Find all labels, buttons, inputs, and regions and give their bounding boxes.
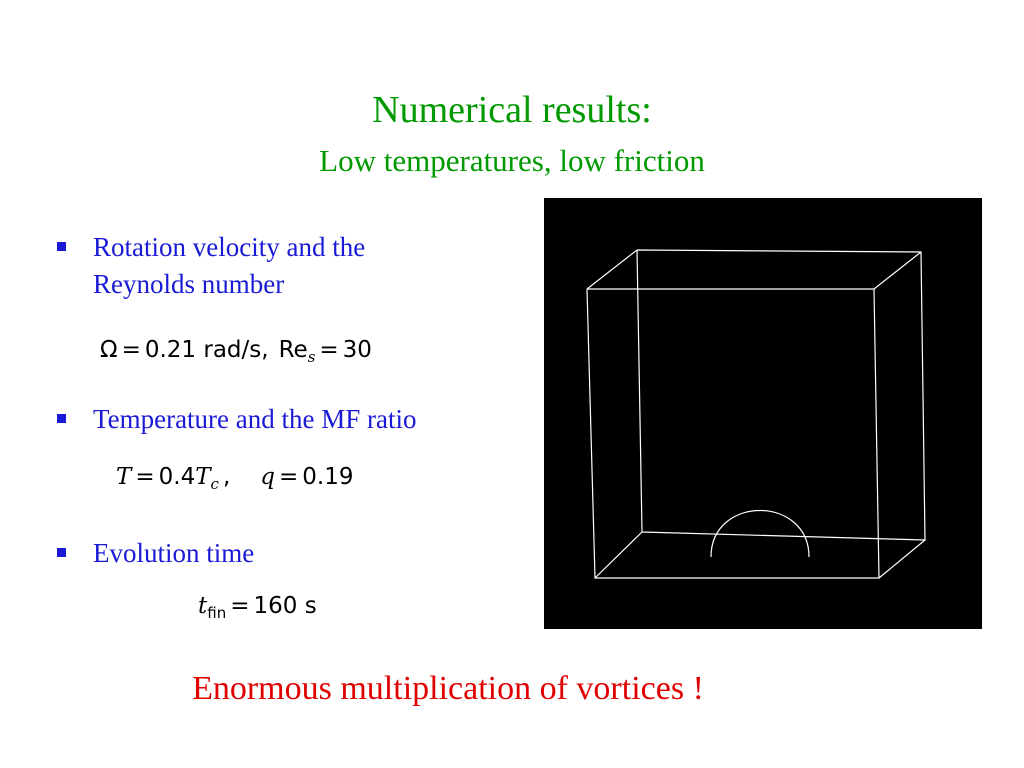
- box-edge: [586, 249, 638, 290]
- square-bullet-icon: [57, 414, 66, 423]
- reynolds-base: Re: [278, 337, 308, 363]
- formula-temperature: T = 0.4Tc, q = 0.19: [116, 463, 354, 493]
- bullet-text-line1: Temperature and the MF ratio: [93, 404, 417, 434]
- equals-sign: =: [279, 464, 299, 490]
- time-subscript: fin: [207, 604, 227, 622]
- equals-sign: =: [121, 337, 141, 363]
- vortex-simulation-panel: [544, 198, 982, 629]
- square-bullet-icon: [57, 242, 66, 251]
- simulation-box-drawing: [586, 249, 926, 579]
- temperature-coefficient: 0.4: [158, 464, 196, 490]
- footer-conclusion: Enormous multiplication of vortices !: [192, 670, 704, 707]
- omega-symbol: Ω: [100, 337, 118, 363]
- formula-rotation: Ω = 0.21 rad/s, Res = 30: [100, 336, 372, 366]
- box-edge: [594, 531, 643, 579]
- mf-ratio-value: 0.19: [302, 464, 354, 490]
- box-edge: [878, 539, 926, 579]
- critical-subscript: c: [210, 475, 219, 493]
- box-edge: [873, 251, 922, 290]
- box-back-face: [636, 249, 926, 541]
- reynolds-value: 30: [342, 337, 372, 363]
- critical-temperature-symbol: T: [195, 464, 211, 490]
- omega-value: 0.21 rad/s: [144, 337, 262, 363]
- comma-separator: ,: [261, 337, 269, 363]
- time-symbol: t: [198, 593, 208, 619]
- reynolds-subscript: s: [307, 348, 316, 366]
- mf-ratio-symbol: q: [260, 464, 275, 490]
- formula-evolution-time: tfin = 160 s: [198, 592, 317, 622]
- equals-sign: =: [230, 593, 250, 619]
- vortex-line: [710, 510, 810, 558]
- time-value: 160 s: [253, 593, 317, 619]
- square-bullet-icon: [57, 548, 66, 557]
- comma-separator: ,: [222, 464, 231, 490]
- bullet-text-line2: Reynolds number: [93, 269, 285, 299]
- equals-sign: =: [135, 464, 155, 490]
- bullet-text-line1: Rotation velocity and the: [93, 232, 366, 262]
- slide-title: Numerical results:: [372, 89, 652, 131]
- slide-subtitle: Low temperatures, low friction: [319, 143, 705, 178]
- equals-sign: =: [319, 337, 339, 363]
- bullet-text-line1: Evolution time: [93, 538, 255, 568]
- temperature-symbol: T: [116, 464, 132, 490]
